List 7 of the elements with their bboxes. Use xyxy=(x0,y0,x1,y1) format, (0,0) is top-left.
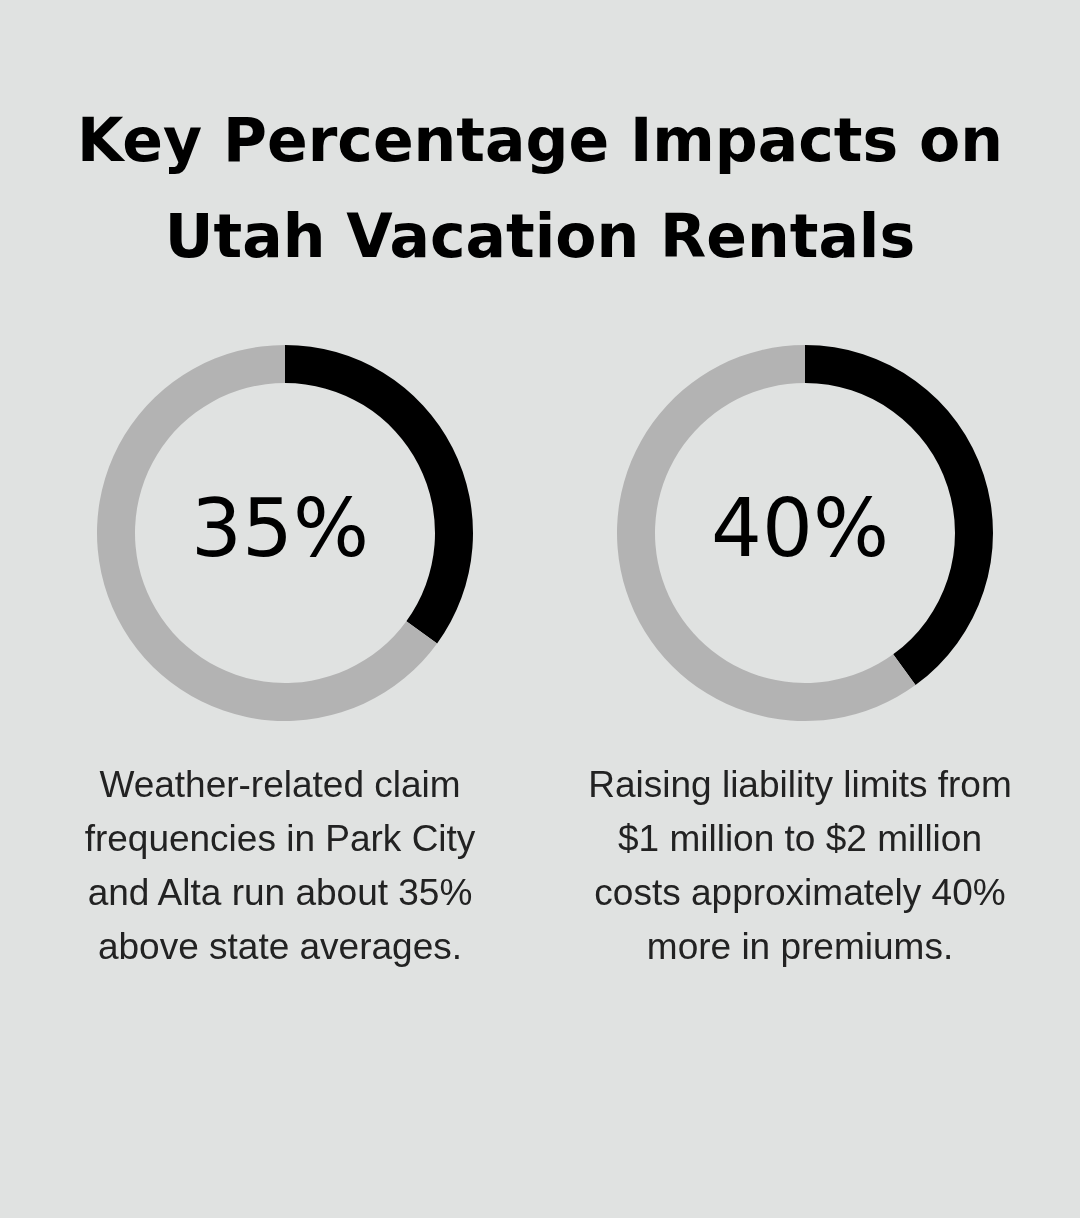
text: 40% xyxy=(710,480,890,577)
chart-title: Key Percentage Impacts on Utah Vacation Rentals xyxy=(75,104,1005,273)
text: 35% xyxy=(190,480,370,577)
donut-slice xyxy=(617,345,916,721)
text: Raising liability limits from $1 million to $2 million costs approximately 40% more in premiums. xyxy=(587,763,1013,969)
donut-slice xyxy=(97,345,438,721)
text: Weather-related claim frequencies in Park City and Alta run about 35% above state averages. xyxy=(83,763,477,969)
